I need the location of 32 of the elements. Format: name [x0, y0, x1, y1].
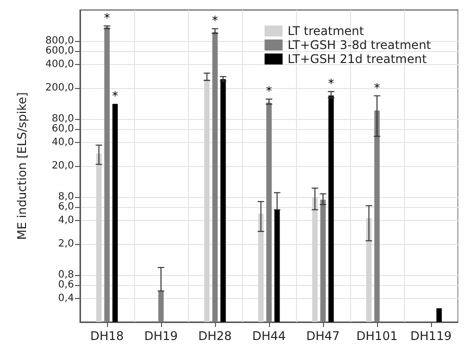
y-tick-label: 2,0: [58, 238, 74, 250]
y-axis-title: ME induction [ELS/spike]: [15, 92, 29, 240]
y-tick-label: 0,8: [58, 270, 74, 281]
legend-label: LT+GSH 3-8d treatment: [288, 38, 432, 52]
y-tick-label: 60,0: [52, 123, 74, 134]
legend-label: LT treatment: [288, 24, 364, 38]
y-tick-label: 0,4: [58, 293, 74, 304]
x-tick-label: DH18: [90, 329, 124, 343]
y-tick-label: 400,0: [45, 59, 74, 70]
x-tick-label: DH44: [252, 329, 286, 343]
data-label: *: [212, 14, 218, 28]
y-tick-label: 4,0: [58, 215, 74, 226]
y-tick-label: 20,0: [52, 160, 74, 172]
y-tick-label: 40,0: [52, 137, 74, 148]
data-label: *: [104, 10, 110, 25]
y-tick-label: 600,0: [45, 45, 74, 56]
x-tick-label: DH19: [144, 329, 178, 343]
y-tick-label: 0,6: [58, 279, 74, 290]
data-label: *: [266, 84, 272, 98]
y-tick-label: 800,0: [45, 36, 74, 47]
x-tick-label: DH119: [410, 329, 452, 343]
y-tick-label: 80,0: [52, 114, 74, 125]
y-tick-label: 8,0: [58, 192, 74, 203]
x-tick-label: DH101: [356, 329, 398, 343]
y-tick-label: 200,0: [45, 82, 74, 94]
data-label: *: [328, 76, 334, 91]
x-tick-label: DH47: [306, 329, 340, 343]
legend-label: LT+GSH 21d treatment: [288, 52, 427, 66]
x-tick-label: DH28: [198, 329, 232, 343]
y-tick-label: 6,0: [58, 201, 74, 212]
data-label: *: [374, 80, 380, 95]
data-label: *: [112, 88, 118, 103]
